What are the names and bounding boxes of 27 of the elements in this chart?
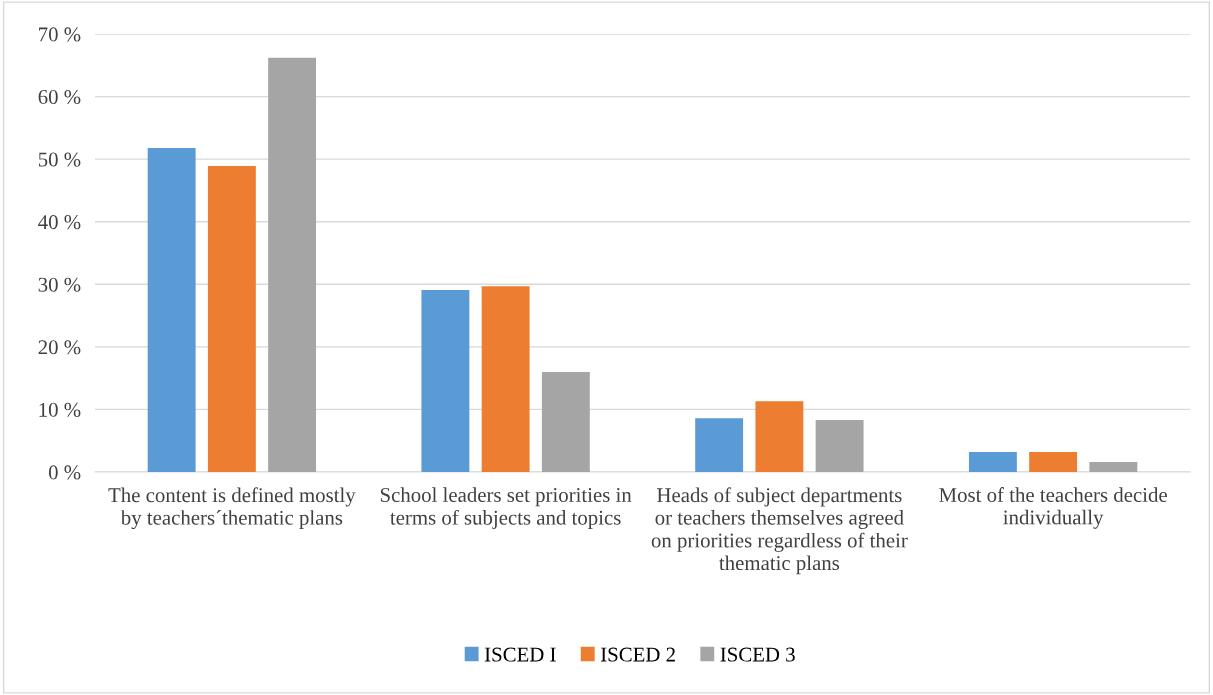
legend-label: ISCED I bbox=[484, 647, 556, 662]
bar bbox=[695, 418, 744, 472]
y-tick-label: 70 % bbox=[39, 27, 81, 42]
bar bbox=[815, 420, 864, 472]
bar bbox=[968, 451, 1017, 472]
bar bbox=[755, 401, 804, 472]
y-tick-label: 0 % bbox=[48, 465, 81, 480]
y-tick-label: 50 % bbox=[38, 152, 81, 167]
y-tick-label: 60 % bbox=[38, 89, 81, 105]
bar bbox=[1029, 451, 1078, 472]
bar bbox=[207, 166, 256, 472]
y-tick-label: 30 % bbox=[38, 277, 81, 292]
x-tick-label: Most of the teachers decide individually bbox=[939, 487, 1167, 529]
x-tick-label: School leaders set priorities in terms of subjects and topics bbox=[380, 487, 632, 529]
y-tick-label: 20 % bbox=[38, 340, 81, 355]
x-tick-label: The content is defined mostly by teachers´thematic plans bbox=[108, 487, 356, 530]
y-tick-label: 10 % bbox=[39, 402, 81, 417]
bar bbox=[1089, 461, 1138, 472]
bar bbox=[268, 57, 317, 472]
bar bbox=[481, 286, 530, 472]
y-tick-label: 40 % bbox=[38, 215, 81, 230]
legend-label: ISCED 2 bbox=[600, 647, 675, 662]
legend-label: ISCED 3 bbox=[720, 647, 795, 662]
bar bbox=[147, 147, 196, 472]
bar bbox=[421, 289, 470, 472]
bar bbox=[541, 371, 590, 472]
x-tick-label: Heads of subject departments or teachers themselves agreed on priorities regardless of their thematic plans bbox=[651, 487, 908, 575]
